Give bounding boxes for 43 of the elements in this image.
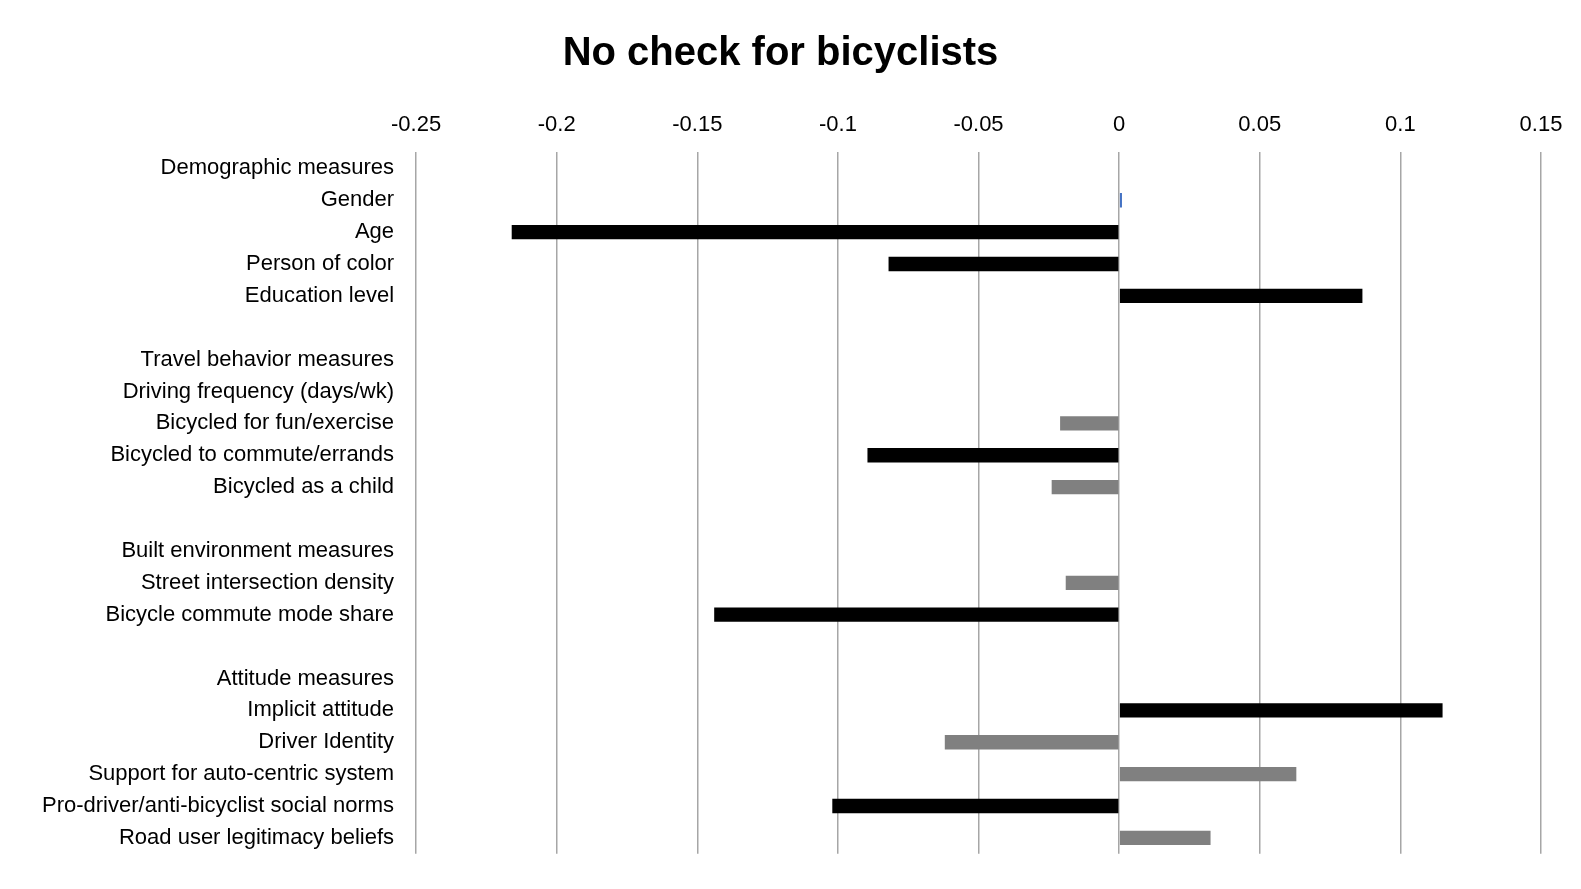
y-tick-label: Attitude measures — [216, 664, 395, 690]
y-tick-label: Person of color — [246, 250, 395, 276]
x-tick-label: -0.05 — [953, 111, 1004, 137]
bar — [832, 798, 1119, 814]
bar — [1119, 766, 1297, 782]
y-tick-label: Driving frequency (days/wk) — [122, 377, 395, 403]
bar — [888, 256, 1119, 272]
y-tick-label: Bicycled to commute/errands — [110, 441, 395, 467]
bar — [1060, 416, 1119, 431]
x-tick-label: -0.2 — [537, 111, 576, 137]
x-tick-label: -0.1 — [818, 111, 857, 137]
y-tick-label: Gender — [320, 186, 395, 212]
bar — [1119, 830, 1211, 846]
x-tick-label: 0.15 — [1519, 111, 1563, 137]
bar — [1119, 288, 1363, 304]
x-tick-label: 0.1 — [1385, 111, 1416, 137]
y-tick-label: Education level — [244, 281, 395, 307]
y-tick-label: Street intersection density — [140, 568, 395, 594]
y-tick-label: Demographic measures — [160, 154, 395, 180]
y-tick-label: Age — [354, 218, 395, 244]
bar — [1119, 703, 1443, 718]
y-tick-label: Bicycled for fun/exercise — [155, 409, 395, 435]
y-tick-label: Bicycled as a child — [213, 473, 395, 499]
x-tick-label: 0.05 — [1238, 111, 1282, 137]
bar — [867, 448, 1119, 463]
y-tick-label: Built environment measures — [121, 536, 395, 562]
bar — [1065, 575, 1119, 590]
y-tick-label: Support for auto-centric system — [88, 760, 395, 786]
y-tick-label: Pro-driver/anti-bicyclist social norms — [41, 792, 395, 818]
bar — [944, 735, 1119, 750]
bar — [511, 224, 1119, 240]
y-tick-label: Implicit attitude — [247, 696, 395, 722]
x-tick-label: 0 — [1113, 111, 1126, 137]
chart-title: No check for bicyclists — [562, 29, 999, 74]
y-tick-label: Road user legitimacy beliefs — [118, 823, 395, 849]
bar — [714, 607, 1119, 622]
y-tick-label: Driver Identity — [258, 728, 395, 754]
bar — [1051, 479, 1119, 495]
bar — [1119, 193, 1122, 208]
y-tick-label: Bicycle commute mode share — [105, 600, 395, 626]
y-tick-label: Travel behavior measures — [140, 345, 395, 371]
x-tick-label: -0.15 — [672, 111, 723, 137]
x-tick-label: -0.25 — [391, 111, 442, 137]
